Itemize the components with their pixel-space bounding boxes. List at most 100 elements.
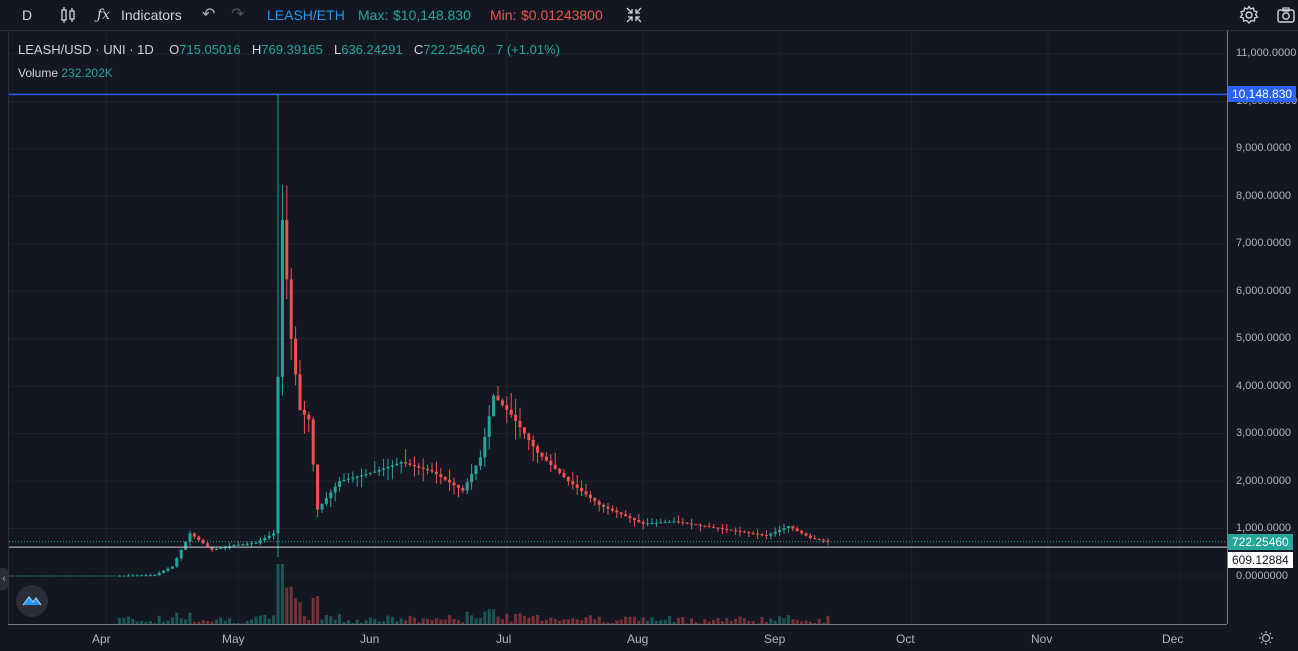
candle-body bbox=[378, 470, 381, 472]
volume-value: 232.202K bbox=[61, 66, 112, 80]
candle-body bbox=[646, 523, 649, 524]
settings-gear-icon[interactable] bbox=[1239, 5, 1259, 25]
max-value: $10,148.830 bbox=[393, 0, 471, 30]
price-tick-label: 0.0000000 bbox=[1236, 570, 1288, 582]
candle-body bbox=[752, 533, 755, 534]
candle-body bbox=[272, 533, 275, 535]
price-tick-label: 11,000.0000 bbox=[1236, 47, 1296, 59]
legend-high-value: 769.39165 bbox=[261, 42, 322, 57]
candle-body bbox=[615, 511, 618, 513]
time-tick-label: Jun bbox=[360, 632, 379, 646]
candle-body bbox=[404, 462, 407, 463]
chevron-left-icon[interactable]: ‹ bbox=[0, 568, 8, 590]
fullscreen-icon[interactable] bbox=[624, 5, 644, 25]
legend-close-label: C bbox=[414, 42, 423, 57]
candle-body bbox=[391, 465, 394, 467]
candle-body bbox=[822, 540, 825, 541]
candle-body bbox=[774, 532, 777, 534]
volume-bar bbox=[290, 586, 293, 624]
min-label: Min: bbox=[490, 0, 516, 30]
candle-body bbox=[470, 474, 473, 482]
candle-body bbox=[668, 522, 671, 523]
volume-bar bbox=[492, 609, 495, 624]
candle-body bbox=[461, 488, 464, 491]
candle-body bbox=[180, 550, 183, 558]
fx-icon[interactable]: ƒx bbox=[97, 0, 110, 30]
candle-body bbox=[690, 523, 693, 524]
redo-icon[interactable]: ↷ bbox=[231, 0, 244, 30]
candle-body bbox=[365, 474, 368, 475]
candle-body bbox=[417, 466, 420, 467]
candle-body bbox=[483, 437, 486, 458]
candle-body bbox=[466, 482, 469, 490]
undo-icon[interactable]: ↶ bbox=[202, 0, 215, 30]
volume-bar bbox=[827, 616, 830, 624]
candle-body bbox=[805, 533, 808, 535]
candle-body bbox=[717, 528, 720, 529]
price-tick-label: 9,000.0000 bbox=[1236, 142, 1291, 154]
candle-body bbox=[501, 400, 504, 405]
candle-body bbox=[536, 446, 539, 452]
indicators-button[interactable]: Indicators bbox=[121, 0, 182, 30]
candle-body bbox=[153, 575, 156, 576]
auto-scale-icon[interactable] bbox=[1258, 630, 1274, 646]
candlestick-chart[interactable] bbox=[9, 31, 1227, 624]
candle-body bbox=[730, 530, 733, 531]
candle-body bbox=[778, 530, 781, 532]
candle-body bbox=[712, 527, 715, 528]
price-tick-label: 2,000.0000 bbox=[1236, 475, 1291, 487]
candle-body bbox=[338, 481, 341, 487]
candle-body bbox=[739, 531, 742, 532]
candle-body bbox=[431, 470, 434, 471]
candle-body bbox=[479, 457, 482, 465]
tradingview-logo-icon[interactable] bbox=[16, 585, 48, 617]
candle-body bbox=[593, 498, 596, 501]
chart-pane[interactable] bbox=[8, 31, 1227, 624]
candle-body bbox=[769, 534, 772, 536]
legend-low-value: 636.24291 bbox=[341, 42, 402, 57]
volume-bar bbox=[329, 616, 332, 624]
volume-bar bbox=[633, 617, 636, 624]
candle-body bbox=[395, 464, 398, 466]
candle-body bbox=[237, 545, 240, 546]
candle-body bbox=[488, 416, 491, 437]
price-tick-label: 1,000.0000 bbox=[1236, 522, 1291, 534]
min-value: $0.01243800 bbox=[521, 0, 603, 30]
volume-bar bbox=[391, 617, 394, 624]
volume-bar bbox=[127, 617, 130, 624]
candle-body bbox=[796, 529, 799, 531]
candle-body bbox=[373, 472, 376, 473]
candle-body bbox=[439, 474, 442, 477]
candle-body bbox=[290, 279, 293, 338]
price-tick-label: 6,000.0000 bbox=[1236, 285, 1291, 297]
candle-body bbox=[233, 545, 236, 546]
symbol-pair-label[interactable]: LEASH/ETH bbox=[267, 0, 345, 30]
symbol-legend: LEASH/USD · UNI · 1D O715.05016 H769.391… bbox=[18, 42, 560, 57]
candle-body bbox=[422, 468, 425, 469]
candle-body bbox=[545, 457, 548, 461]
candle-body bbox=[277, 377, 280, 534]
candle-body bbox=[721, 528, 724, 529]
candle-body bbox=[681, 522, 684, 523]
candle-body bbox=[118, 576, 121, 577]
candle-body bbox=[325, 498, 328, 504]
time-tick-label: Jul bbox=[496, 632, 511, 646]
max-label: Max: bbox=[358, 0, 388, 30]
candle-body bbox=[400, 462, 403, 464]
candle-body bbox=[761, 534, 764, 535]
candle-body bbox=[369, 473, 372, 474]
volume-bar bbox=[158, 616, 161, 624]
candle-body bbox=[444, 477, 447, 480]
candles-style-icon[interactable] bbox=[58, 5, 78, 25]
candle-body bbox=[281, 220, 284, 377]
candle-body bbox=[651, 523, 654, 524]
candle-body bbox=[457, 485, 460, 488]
volume-bar bbox=[285, 588, 288, 624]
candle-body bbox=[255, 543, 258, 544]
volume-bar bbox=[523, 616, 526, 624]
candle-body bbox=[426, 469, 429, 470]
legend-title[interactable]: LEASH/USD · UNI · 1D bbox=[18, 42, 154, 57]
volume-bar bbox=[624, 617, 627, 624]
interval-button[interactable]: D bbox=[22, 0, 32, 30]
camera-snapshot-icon[interactable] bbox=[1276, 5, 1296, 25]
